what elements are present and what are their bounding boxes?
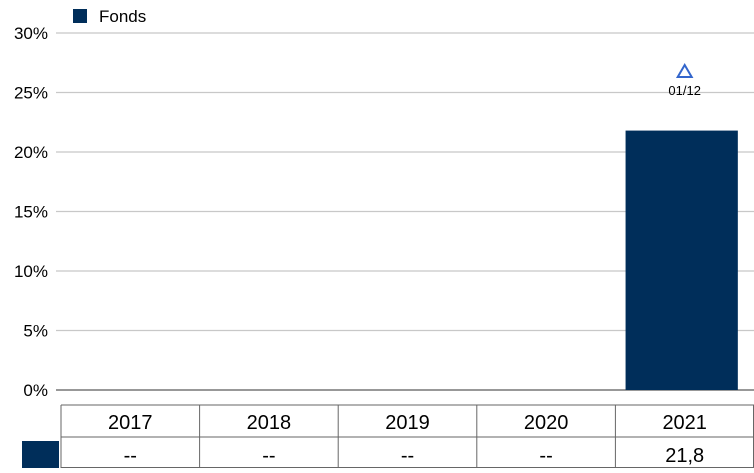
y-tick-label: 30% (14, 24, 48, 43)
table-value-cell: 21,8 (665, 445, 704, 467)
legend-swatch (73, 9, 87, 23)
table-header-cell: 2019 (385, 412, 430, 434)
y-tick-label: 10% (14, 262, 48, 281)
table-value-cell: -- (262, 445, 275, 467)
annotation-label: 01/12 (668, 83, 701, 98)
series-swatch (22, 441, 59, 468)
annotations: 01/12 (668, 63, 701, 98)
table-value-cell: -- (539, 445, 552, 467)
legend: Fonds (73, 7, 146, 26)
table-header-cell: 2017 (108, 412, 153, 434)
data-table: 2017 -- 2018 -- 2019 -- 2020 -- 2021 21,8 (22, 404, 754, 468)
triangle-up-outline-icon (675, 63, 694, 78)
legend-label: Fonds (99, 7, 146, 26)
y-tick-label: 5% (23, 322, 48, 341)
y-tick-label: 15% (14, 203, 48, 222)
bar-2021 (625, 130, 738, 390)
y-tick-label: 0% (23, 381, 48, 400)
table-header-cell: 2018 (247, 412, 292, 434)
table-value-cell: -- (401, 445, 414, 467)
table-header-cell: 2021 (662, 412, 707, 434)
y-tick-label: 25% (14, 84, 48, 103)
y-tick-label: 20% (14, 143, 48, 162)
y-axis-tick-labels: 0% 5% 10% 15% 20% 25% 30% (14, 24, 48, 400)
table-header-cell: 2020 (524, 412, 569, 434)
bars (625, 130, 738, 390)
table-value-cell: -- (124, 445, 137, 467)
